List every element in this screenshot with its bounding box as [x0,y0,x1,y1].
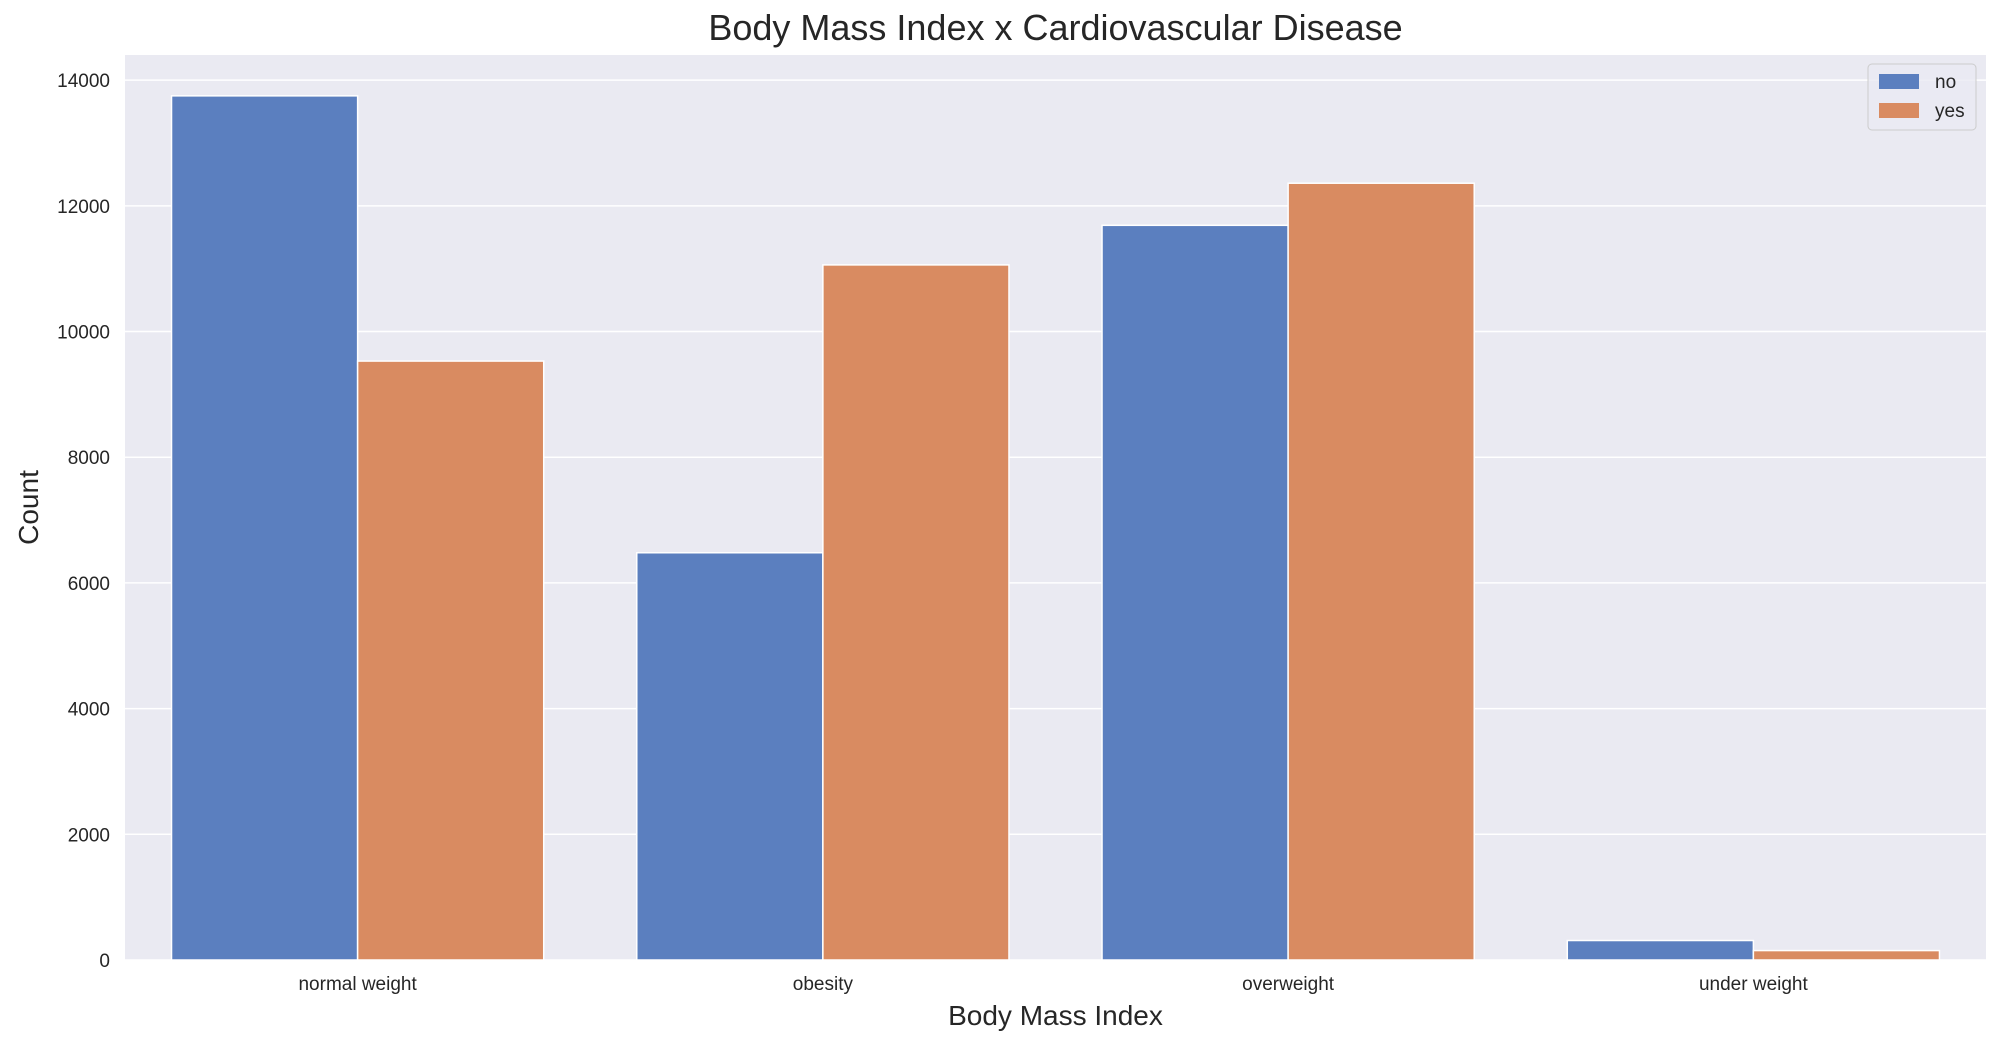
legend-label-yes: yes [1935,101,1965,122]
bar-no-obesity [636,552,824,961]
y-tick-label: 8000 [68,448,110,469]
bar-no-under-weight [1566,939,1755,961]
bar-yes-under-weight [1752,949,1941,961]
bar-yes-obesity [822,264,1010,961]
x-tick-label: normal weight [298,974,417,995]
y-tick-labels: 0 2000 4000 6000 8000 10000 12000 14000 [57,71,110,972]
x-tick-label: obesity [793,974,854,995]
y-tick-label: 14000 [57,71,110,92]
legend-label-no: no [1935,72,1956,93]
y-axis-label: Count [13,470,44,545]
bar-yes-normal-weight [356,360,545,961]
x-tick-labels: normal weight obesity overweight under weig… [298,974,1808,995]
x-tick-label: overweight [1242,974,1335,995]
y-tick-label: 0 [99,951,110,972]
y-tick-label: 2000 [68,825,110,846]
legend-swatch-yes [1879,103,1919,118]
legend: no yes [1867,63,1977,131]
bar-yes-overweight [1287,182,1475,961]
chart-title: Body Mass Index x Cardiovascular Disease [708,7,1402,48]
bars [170,95,1941,961]
y-tick-label: 12000 [57,197,110,218]
legend-swatch-no [1879,74,1919,89]
y-tick-label: 6000 [68,574,110,595]
x-tick-label: under weight [1699,974,1809,995]
y-tick-label: 4000 [68,700,110,721]
x-axis-label: Body Mass Index [948,1000,1163,1031]
bar-no-normal-weight [170,95,359,961]
y-tick-label: 10000 [57,323,110,344]
bar-no-overweight [1101,224,1289,961]
